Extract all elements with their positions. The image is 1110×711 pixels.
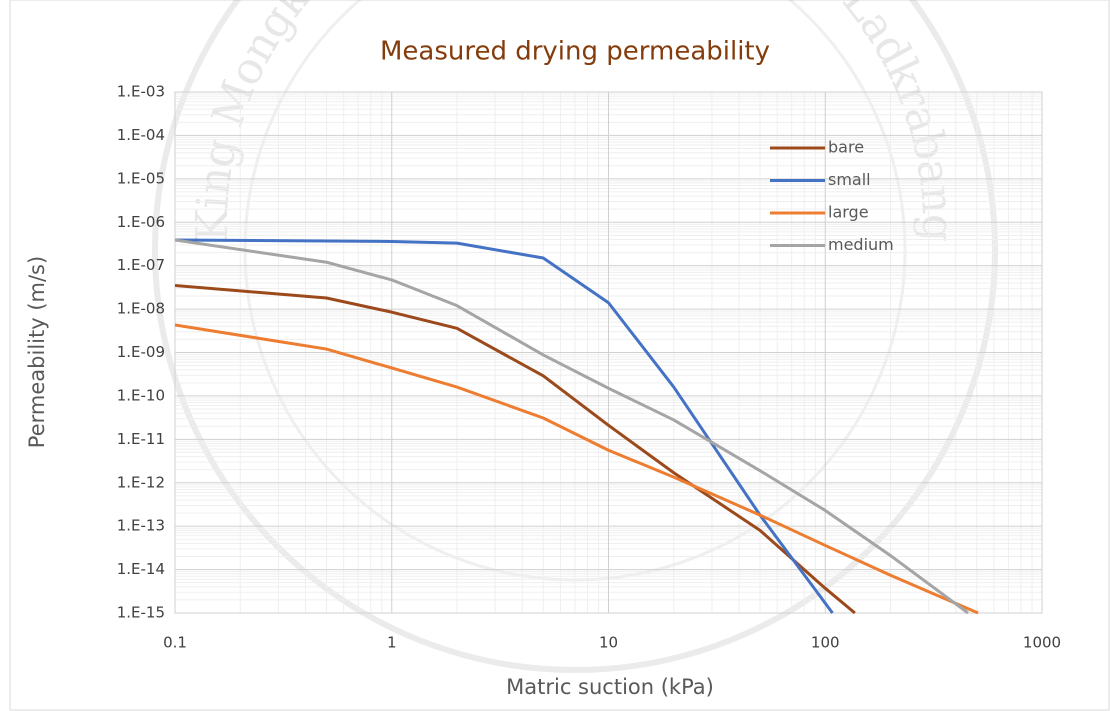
y-tick-label: 1.E-12	[117, 473, 165, 491]
y-tick-label: 1.E-15	[117, 604, 165, 622]
y-tick-label: 1.E-05	[117, 169, 165, 187]
y-tick-label: 1.E-13	[117, 517, 165, 535]
y-tick-label: 1.E-08	[117, 300, 165, 318]
plot-area-border	[174, 91, 1043, 614]
x-tick-label: 0.1	[163, 634, 187, 652]
x-axis-title: Matric suction (kPa)	[506, 675, 714, 699]
legend-label: small	[828, 170, 871, 189]
legend-label: medium	[828, 235, 894, 254]
y-tick-label: 1.E-09	[117, 343, 165, 361]
legend-label: large	[828, 203, 869, 222]
y-tick-label: 1.E-03	[117, 83, 165, 101]
x-tick-label: 10	[599, 634, 618, 652]
series-line	[175, 323, 979, 615]
y-tick-label: 1.E-06	[117, 213, 165, 231]
legend-label: bare	[828, 138, 864, 157]
y-tick-label: 1.E-10	[117, 386, 165, 404]
y-tick-label: 1.E-11	[117, 430, 165, 448]
x-tick-label: 1000	[1023, 634, 1061, 652]
y-tick-label: 1.E-07	[117, 256, 165, 274]
series-line	[175, 238, 969, 615]
x-tick-label: 1	[387, 634, 397, 652]
series-line	[175, 238, 834, 614]
y-tick-label: 1.E-04	[117, 126, 165, 144]
chart-title: Measured drying permeability	[380, 37, 770, 67]
y-axis-title: Permeability (m/s)	[25, 256, 49, 448]
x-tick-label: 100	[811, 634, 840, 652]
y-tick-label: 1.E-14	[117, 560, 165, 578]
